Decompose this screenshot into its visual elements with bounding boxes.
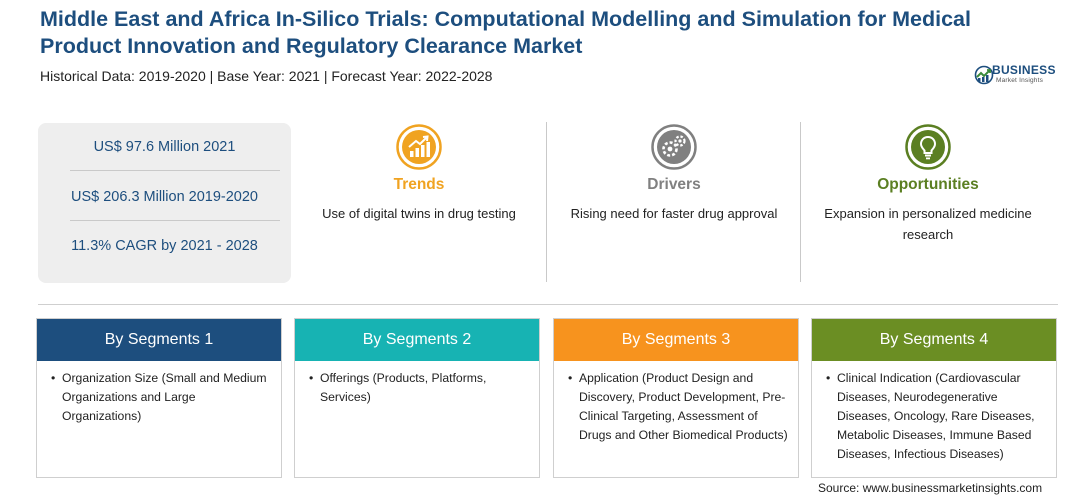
- trends-description: Use of digital twins in drug testing: [322, 206, 516, 221]
- trends-column: Trends Use of digital twins in drug test…: [299, 124, 539, 224]
- page-title: Middle East and Africa In-Silico Trials:…: [40, 7, 971, 58]
- brand-logo: BUSINESS Market Insights: [974, 63, 1060, 89]
- gears-icon: [651, 124, 697, 170]
- segment-card-4: By Segments 4 Clinical Indication (Cardi…: [811, 318, 1057, 478]
- segment-2-item: Offerings (Products, Platforms, Services…: [309, 369, 531, 407]
- logo-text-market-insights: Market Insights: [996, 77, 1044, 84]
- stat-market-value-2021: US$ 97.6 Million 2021: [93, 139, 236, 155]
- source-note: Source: www.businessmarketinsights.com: [818, 481, 1043, 495]
- segment-card-1: By Segments 1 Organization Size (Small a…: [36, 318, 282, 478]
- segment-card-3: By Segments 3 Application (Product Desig…: [553, 318, 799, 478]
- section-divider: [38, 304, 1058, 305]
- logo-text-business: BUSINESS: [992, 63, 1056, 77]
- stat-market-value-historical: US$ 206.3 Million 2019-2020: [70, 189, 258, 205]
- drivers-description: Rising need for faster drug approval: [570, 206, 778, 221]
- drivers-column: Drivers Rising need for faster drug appr…: [554, 124, 794, 224]
- stat-cagr: 11.3% CAGR by 2021 - 2028: [71, 238, 258, 254]
- stat-divider: [70, 170, 280, 171]
- lightbulb-icon: [905, 124, 951, 170]
- globe-icon: [974, 65, 994, 85]
- segment-3-item: Application (Product Design and Discover…: [568, 369, 790, 445]
- opportunities-column: Opportunities Expansion in personalized …: [808, 124, 1048, 245]
- trend-chart-icon: [396, 124, 442, 170]
- segment-4-item: Clinical Indication (Cardiovascular Dise…: [826, 369, 1048, 464]
- stat-divider: [70, 220, 280, 221]
- segment-2-header: By Segments 2: [295, 319, 539, 361]
- page-subtitle: Historical Data: 2019-2020 | Base Year: …: [40, 68, 493, 84]
- segment-3-header: By Segments 3: [554, 319, 798, 361]
- column-separator: [546, 122, 547, 282]
- segment-card-2: By Segments 2 Offerings (Products, Platf…: [294, 318, 540, 478]
- segment-4-header: By Segments 4: [812, 319, 1056, 361]
- segment-1-header: By Segments 1: [37, 319, 281, 361]
- column-separator: [800, 122, 801, 282]
- segment-1-item: Organization Size (Small and Medium Orga…: [51, 369, 273, 426]
- drivers-title: Drivers: [647, 176, 701, 193]
- trends-title: Trends: [393, 176, 445, 193]
- opportunities-title: Opportunities: [877, 176, 979, 193]
- market-stats-panel: US$ 97.6 Million 2021 US$ 206.3 Million …: [38, 123, 291, 283]
- opportunities-description: Expansion in personalized medicine resea…: [824, 206, 1032, 242]
